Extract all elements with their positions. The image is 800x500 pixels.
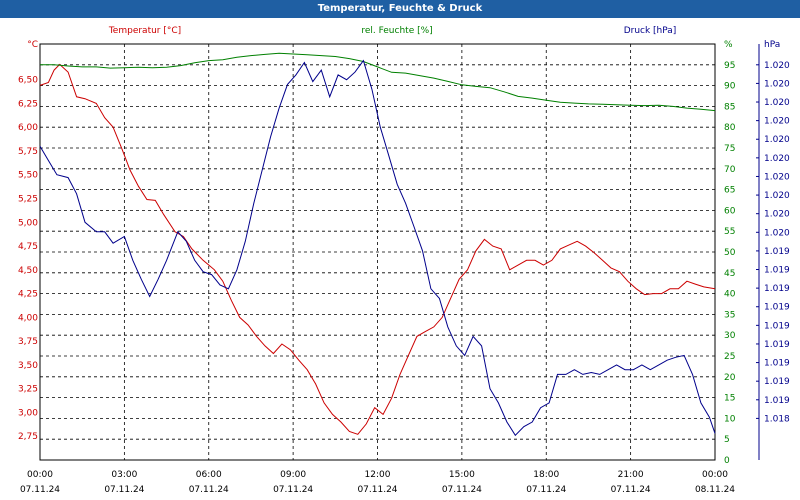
humidity-tick-label: 20 (724, 373, 736, 383)
series-layer (39, 52, 716, 437)
humidity-tick-label: 95 (724, 61, 735, 71)
temperature-tick-label: 6,50 (18, 76, 38, 86)
humidity-tick-label: 40 (724, 290, 736, 300)
pressure-tick-label: 1.020 (764, 210, 790, 220)
time-tick-label: 12:00 (365, 470, 391, 480)
temperature-tick-label: 6,25 (18, 99, 38, 109)
temperature-tick-label: 4,25 (18, 290, 38, 300)
humidity-tick-label: 25 (724, 352, 735, 362)
humidity-unit-label: % (724, 40, 733, 50)
temperature-tick-label: 3,00 (18, 408, 38, 418)
date-tick-label: 07.11.24 (526, 485, 566, 495)
pressure-tick-label: 1.020 (764, 135, 790, 145)
series-line-humidity (40, 52, 716, 112)
pressure-tick-label: 1.018 (764, 414, 790, 424)
humidity-tick-label: 5 (724, 435, 730, 445)
date-tick-label: 08.11.24 (695, 485, 735, 495)
time-tick-label: 06:00 (196, 470, 222, 480)
pressure-axis-title: Druck [hPa] (624, 26, 677, 36)
temperature-tick-label: 2,75 (18, 432, 38, 442)
humidity-tick-label: 50 (724, 248, 736, 258)
temperature-tick-label: 5,25 (18, 195, 38, 205)
date-tick-label: 07.11.24 (104, 485, 144, 495)
humidity-axis-title: rel. Feuchte [%] (361, 26, 432, 36)
humidity-tick-label: 55 (724, 227, 735, 237)
pressure-tick-label: 1.019 (764, 266, 790, 276)
temperature-tick-label: 4,75 (18, 242, 38, 252)
humidity-tick-label: 75 (724, 144, 735, 154)
humidity-tick-label: 0 (724, 456, 730, 466)
pressure-tick-label: 1.020 (764, 79, 790, 89)
humidity-tick-label: 90 (724, 82, 736, 92)
humidity-tick-label: 35 (724, 310, 735, 320)
pressure-tick-label: 1.020 (764, 61, 790, 71)
time-tick-label: 15:00 (449, 470, 475, 480)
time-axis: 00:00 07.11.24 03:00 07.11.24 06:00 07.11.24 0… (20, 470, 735, 495)
temperature-tick-label: 3,50 (18, 361, 38, 371)
pressure-tick-label: 1.019 (764, 359, 790, 369)
pressure-tick-label: 1.020 (764, 191, 790, 201)
temperature-tick-label: 3,75 (18, 337, 38, 347)
temperature-unit-label: °C (27, 40, 38, 50)
grid-lines (40, 44, 715, 460)
pressure-tick-label: 1.020 (764, 154, 790, 164)
date-tick-label: 07.11.24 (189, 485, 229, 495)
pressure-tick-label: 1.019 (764, 396, 790, 406)
date-tick-label: 07.11.24 (611, 485, 651, 495)
temperature-tick-label: 5,50 (18, 171, 38, 181)
time-tick-label: 00:00 (702, 470, 728, 480)
pressure-tick-label: 1.019 (764, 303, 790, 313)
time-tick-label: 18:00 (533, 470, 559, 480)
temperature-tick-label: 4,00 (18, 313, 38, 323)
humidity-tick-label: 15 (724, 394, 735, 404)
time-tick-label: 21:00 (618, 470, 644, 480)
temperature-tick-label: 3,25 (18, 385, 38, 395)
time-tick-label: 09:00 (280, 470, 306, 480)
temperature-axis: 2,75 3,00 3,25 3,50 3,75 4,00 4,25 4,50 4,75 5,00… (18, 76, 38, 443)
temperature-tick-label: 5,75 (18, 147, 38, 157)
time-tick-label: 03:00 (111, 470, 137, 480)
date-tick-label: 07.11.24 (273, 485, 313, 495)
pressure-tick-label: 1.019 (764, 340, 790, 350)
humidity-tick-label: 30 (724, 331, 736, 341)
temperature-tick-label: 5,00 (18, 218, 38, 228)
date-tick-label: 07.11.24 (357, 485, 397, 495)
time-tick-label: 00:00 (27, 470, 53, 480)
humidity-tick-label: 45 (724, 269, 735, 279)
humidity-axis: 0 5 10 15 20 25 30 35 40 45 50 55 60 65 70 75 80 85 90 95 (724, 61, 736, 466)
temperature-tick-label: 6,00 (18, 123, 38, 133)
temperature-tick-label: 4,50 (18, 266, 38, 276)
series-line-temperature (39, 63, 716, 435)
pressure-tick-label: 1.020 (764, 117, 790, 127)
date-tick-label: 07.11.24 (20, 485, 60, 495)
chart-title: Temperatur, Feuchte & Druck (0, 0, 800, 18)
pressure-tick-label: 1.019 (764, 377, 790, 387)
temperature-axis-title: Temperatur [°C] (108, 26, 181, 36)
date-tick-label: 07.11.24 (442, 485, 482, 495)
humidity-tick-label: 65 (724, 186, 735, 196)
pressure-tick-label: 1.019 (764, 247, 790, 257)
pressure-tick-label: 1.020 (764, 98, 790, 108)
pressure-tick-label: 1.020 (764, 172, 790, 182)
humidity-tick-label: 80 (724, 123, 736, 133)
series-line-pressure (39, 59, 716, 437)
pressure-tick-label: 1.019 (764, 284, 790, 294)
pressure-tick-label: 1.019 (764, 321, 790, 331)
humidity-tick-label: 10 (724, 414, 736, 424)
humidity-tick-label: 70 (724, 165, 736, 175)
pressure-axis: 1.018 1.019 1.019 1.019 1.019 1.019 1.019 1.019… (756, 44, 790, 460)
pressure-tick-label: 1.020 (764, 228, 790, 238)
humidity-tick-label: 85 (724, 102, 735, 112)
pressure-unit-label: hPa (764, 40, 780, 50)
humidity-tick-label: 60 (724, 206, 736, 216)
